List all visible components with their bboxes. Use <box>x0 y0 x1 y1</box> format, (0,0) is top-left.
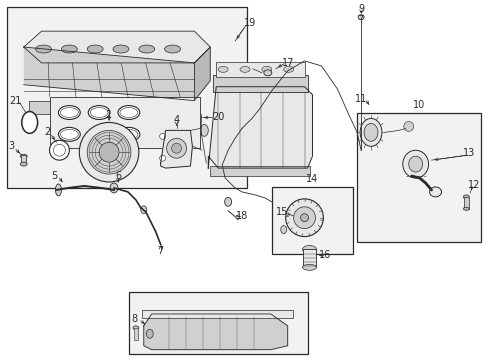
Polygon shape <box>29 100 53 113</box>
Text: 2: 2 <box>45 127 50 138</box>
Text: 18: 18 <box>236 211 248 221</box>
Text: 14: 14 <box>306 174 318 184</box>
Ellipse shape <box>300 214 309 222</box>
Ellipse shape <box>118 127 140 141</box>
Circle shape <box>172 143 181 153</box>
Ellipse shape <box>262 66 272 72</box>
FancyBboxPatch shape <box>49 96 200 148</box>
Ellipse shape <box>55 184 61 196</box>
Ellipse shape <box>147 329 153 338</box>
Text: 3: 3 <box>9 141 15 151</box>
Ellipse shape <box>61 45 77 53</box>
Ellipse shape <box>224 197 232 206</box>
Text: 5: 5 <box>51 171 58 181</box>
Circle shape <box>87 130 131 174</box>
FancyBboxPatch shape <box>7 7 247 188</box>
Ellipse shape <box>264 70 272 76</box>
FancyBboxPatch shape <box>357 113 481 242</box>
Polygon shape <box>208 87 313 168</box>
Ellipse shape <box>165 45 180 53</box>
Ellipse shape <box>133 326 139 330</box>
Text: 20: 20 <box>212 112 224 122</box>
Ellipse shape <box>358 15 364 20</box>
Ellipse shape <box>430 187 441 197</box>
Ellipse shape <box>118 105 140 120</box>
Ellipse shape <box>88 127 110 141</box>
Circle shape <box>79 122 139 182</box>
Ellipse shape <box>409 156 422 172</box>
Ellipse shape <box>284 66 294 72</box>
Ellipse shape <box>200 125 208 136</box>
Ellipse shape <box>294 207 316 229</box>
Ellipse shape <box>90 129 108 139</box>
Bar <box>21 155 26 164</box>
Bar <box>464 197 469 209</box>
Circle shape <box>404 121 414 131</box>
Polygon shape <box>24 31 210 63</box>
Ellipse shape <box>302 264 317 270</box>
Ellipse shape <box>139 45 155 53</box>
Ellipse shape <box>36 45 51 53</box>
Polygon shape <box>161 130 193 168</box>
Circle shape <box>53 144 65 156</box>
Ellipse shape <box>281 226 287 234</box>
Bar <box>134 328 138 340</box>
Ellipse shape <box>22 112 38 133</box>
FancyBboxPatch shape <box>272 187 353 255</box>
FancyBboxPatch shape <box>210 166 311 176</box>
Ellipse shape <box>141 206 147 214</box>
Text: 17: 17 <box>281 58 294 68</box>
Text: 4: 4 <box>173 116 180 126</box>
Text: 21: 21 <box>10 96 22 105</box>
Circle shape <box>160 155 166 161</box>
Ellipse shape <box>87 45 103 53</box>
Ellipse shape <box>286 199 323 237</box>
Polygon shape <box>213 75 308 92</box>
Ellipse shape <box>120 108 138 117</box>
Circle shape <box>160 133 166 139</box>
Ellipse shape <box>240 66 250 72</box>
Circle shape <box>167 138 187 158</box>
Text: 7: 7 <box>157 247 164 256</box>
Text: 13: 13 <box>463 148 475 158</box>
Ellipse shape <box>58 105 80 120</box>
Ellipse shape <box>360 118 382 146</box>
FancyBboxPatch shape <box>142 310 293 318</box>
Text: 8: 8 <box>132 314 138 324</box>
Text: 11: 11 <box>355 94 367 104</box>
Ellipse shape <box>20 154 27 158</box>
Polygon shape <box>195 47 210 100</box>
Circle shape <box>49 140 70 160</box>
Polygon shape <box>144 314 288 350</box>
Polygon shape <box>24 47 195 100</box>
Ellipse shape <box>88 105 110 120</box>
Text: 15: 15 <box>275 207 288 217</box>
Ellipse shape <box>464 195 469 199</box>
Text: 10: 10 <box>413 100 425 109</box>
Ellipse shape <box>113 45 129 53</box>
Text: 6: 6 <box>115 171 121 181</box>
Ellipse shape <box>120 129 138 139</box>
Ellipse shape <box>302 246 317 253</box>
FancyBboxPatch shape <box>129 292 308 354</box>
Bar <box>302 249 317 267</box>
Circle shape <box>99 142 119 162</box>
Ellipse shape <box>464 207 469 210</box>
Text: 12: 12 <box>468 180 480 190</box>
Ellipse shape <box>20 162 27 166</box>
Text: 1: 1 <box>106 109 112 120</box>
Ellipse shape <box>403 150 429 178</box>
Ellipse shape <box>58 127 80 141</box>
Ellipse shape <box>218 66 228 72</box>
Ellipse shape <box>90 108 108 117</box>
Text: 19: 19 <box>244 18 256 28</box>
Ellipse shape <box>364 123 378 141</box>
Ellipse shape <box>60 129 78 139</box>
Polygon shape <box>216 62 305 77</box>
Ellipse shape <box>60 108 78 117</box>
Text: 9: 9 <box>358 4 364 14</box>
Ellipse shape <box>110 183 118 193</box>
Text: 16: 16 <box>319 251 332 260</box>
